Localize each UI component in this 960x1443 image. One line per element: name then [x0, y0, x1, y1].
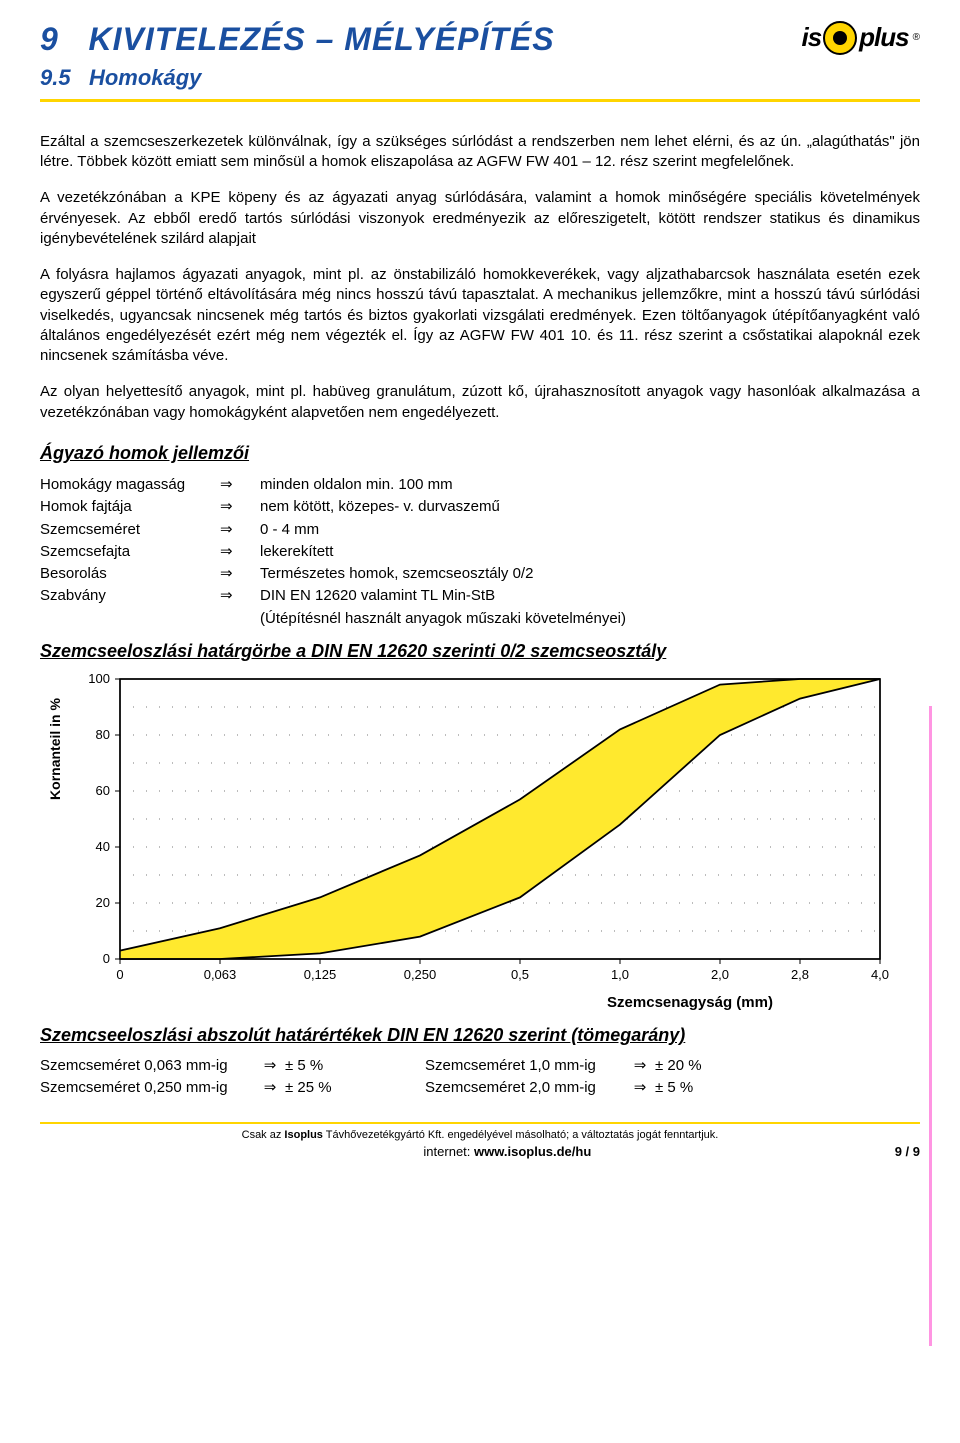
prop-label: Besorolás	[40, 564, 220, 584]
limits-heading: Szemcseeloszlási abszolút határértékek D…	[40, 1023, 920, 1047]
section-line: 9.5 Homokágy	[40, 63, 801, 93]
footer-text: Távhővezetékgyártó Kft. engedélyével más…	[323, 1129, 718, 1141]
footer-row: internet: www.isoplus.de/hu 9 / 9	[40, 1143, 920, 1175]
properties-heading: Ágyazó homok jellemzői	[40, 441, 920, 465]
footer-copyright: Csak az Isoplus Távhővezetékgyártó Kft. …	[40, 1128, 920, 1143]
paragraph: Az olyan helyettesítő anyagok, mint pl. …	[40, 382, 920, 423]
svg-text:Kornanteil in %: Kornanteil in %	[47, 698, 63, 800]
grain-distribution-chart: 0 20 40 60 80 100 0 0,063 0,125 0,250 0,5 1,0 2,0 2,8…	[40, 669, 920, 989]
svg-text:0,5: 0,5	[511, 967, 529, 982]
arrow-icon: ⇒	[220, 586, 260, 606]
logo-text-plus: plus	[859, 20, 908, 55]
section-number: 9.5	[40, 65, 71, 90]
logo-registered: ®	[913, 31, 920, 45]
svg-text:4,0: 4,0	[871, 967, 889, 982]
svg-text:0,250: 0,250	[404, 967, 437, 982]
svg-text:40: 40	[96, 839, 110, 854]
footer-rule	[40, 1122, 920, 1124]
arrow-icon: ⇒	[625, 1056, 655, 1076]
svg-text:0: 0	[103, 951, 110, 966]
paragraph: A folyásra hajlamos ágyazati anyagok, mi…	[40, 265, 920, 366]
paragraph: A vezetékzónában a KPE köpeny és az ágya…	[40, 188, 920, 249]
prop-value: 0 - 4 mm	[260, 520, 920, 540]
isoplus-logo: is plus ®	[801, 18, 920, 55]
prop-label: Homokágy magasság	[40, 475, 220, 495]
arrow-icon: ⇒	[255, 1078, 285, 1098]
chart-title: Szemcseeloszlási határgörbe a DIN EN 126…	[40, 639, 920, 663]
svg-text:60: 60	[96, 783, 110, 798]
limit-label: Szemcseméret 2,0 mm-ig	[425, 1078, 625, 1098]
svg-text:1,0: 1,0	[611, 967, 629, 982]
arrow-icon: ⇒	[220, 475, 260, 495]
footer-internet: internet: www.isoplus.de/hu	[120, 1143, 895, 1161]
prop-label: Homok fajtája	[40, 497, 220, 517]
decorative-side-bar	[929, 706, 932, 1346]
header-rule	[40, 99, 920, 102]
limit-value: ± 5 %	[655, 1078, 735, 1098]
svg-text:0: 0	[116, 967, 123, 982]
limit-value: ± 5 %	[285, 1056, 365, 1076]
logo-icon	[823, 21, 857, 55]
limit-label: Szemcseméret 0,063 mm-ig	[40, 1056, 255, 1076]
prop-note: (Útépítésnél használt anyagok műszaki kö…	[260, 609, 920, 629]
footer-brand: Isoplus	[284, 1129, 323, 1141]
svg-text:80: 80	[96, 727, 110, 742]
logo-text-is: is	[801, 20, 821, 55]
page-header: 9 KIVITELEZÉS – MÉLYÉPÍTÉS 9.5 Homokágy …	[40, 18, 920, 93]
prop-label: Szemcsefajta	[40, 542, 220, 562]
prop-value: Természetes homok, szemcseosztály 0/2	[260, 564, 920, 584]
limits-table: Szemcseméret 0,063 mm-ig ⇒ ± 5 % Szemcse…	[40, 1056, 920, 1099]
properties-table: Homokágy magasság ⇒ minden oldalon min. …	[40, 475, 920, 629]
svg-text:2,8: 2,8	[791, 967, 809, 982]
prop-value: lekerekített	[260, 542, 920, 562]
arrow-icon: ⇒	[220, 542, 260, 562]
x-axis-label: Szemcsenagyság (mm)	[460, 993, 920, 1013]
svg-text:100: 100	[88, 671, 110, 686]
svg-text:0,125: 0,125	[304, 967, 337, 982]
prop-value: minden oldalon min. 100 mm	[260, 475, 920, 495]
svg-text:0,063: 0,063	[204, 967, 237, 982]
page-number: 9 / 9	[895, 1143, 920, 1161]
footer-text: Csak az	[242, 1129, 285, 1141]
paragraph: Ezáltal a szemcseszerkezetek különválnak…	[40, 132, 920, 173]
arrow-icon: ⇒	[255, 1056, 285, 1076]
prop-label: Szabvány	[40, 586, 220, 606]
svg-text:20: 20	[96, 895, 110, 910]
arrow-icon: ⇒	[220, 520, 260, 540]
arrow-icon: ⇒	[220, 564, 260, 584]
limit-label: Szemcseméret 0,250 mm-ig	[40, 1078, 255, 1098]
section-title: Homokágy	[89, 65, 201, 90]
limit-label: Szemcseméret 1,0 mm-ig	[425, 1056, 625, 1076]
svg-text:2,0: 2,0	[711, 967, 729, 982]
chart-svg: 0 20 40 60 80 100 0 0,063 0,125 0,250 0,5 1,0 2,0 2,8…	[40, 669, 900, 989]
chapter-line: 9 KIVITELEZÉS – MÉLYÉPÍTÉS	[40, 18, 801, 61]
chapter-number: 9	[40, 21, 59, 57]
arrow-icon: ⇒	[220, 497, 260, 517]
chapter-title: KIVITELEZÉS – MÉLYÉPÍTÉS	[88, 21, 554, 57]
limit-value: ± 20 %	[655, 1056, 735, 1076]
arrow-icon: ⇒	[625, 1078, 655, 1098]
body-text: Ezáltal a szemcseszerkezetek különválnak…	[40, 132, 920, 423]
prop-value: nem kötött, közepes- v. durvaszemű	[260, 497, 920, 517]
footer-internet-label: internet:	[423, 1144, 474, 1159]
prop-label: Szemcseméret	[40, 520, 220, 540]
prop-value: DIN EN 12620 valamint TL Min-StB	[260, 586, 920, 606]
limit-value: ± 25 %	[285, 1078, 365, 1098]
footer-internet-url: www.isoplus.de/hu	[474, 1144, 591, 1159]
